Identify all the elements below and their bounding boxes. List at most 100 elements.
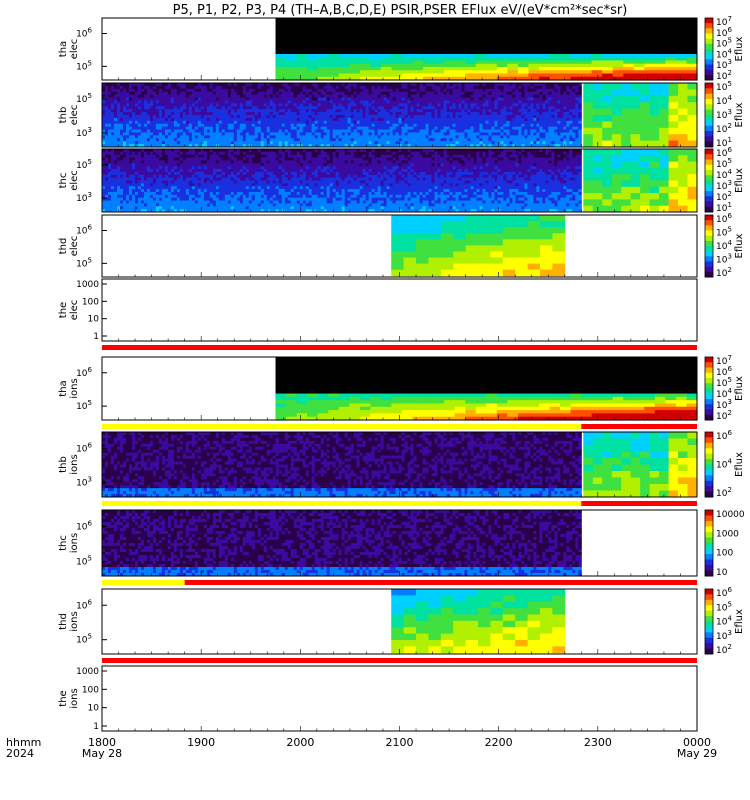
- y-tick-label: 105: [76, 554, 92, 567]
- y-tick-label: 106: [76, 441, 92, 454]
- status-bars: [102, 345, 697, 663]
- panel-ylabel: tha: [58, 380, 69, 396]
- colorbar-tick-label: 101: [716, 201, 732, 214]
- figure-title: P5, P1, P2, P3, P4 (TH–A,B,C,D,E) PSIR,P…: [173, 3, 628, 18]
- colorbar-tick-label: 103: [716, 398, 732, 411]
- colorbar-tick-label: 102: [716, 409, 732, 422]
- panel-frame: [101, 665, 698, 732]
- panel-ylabel: ions: [69, 378, 80, 398]
- y-tick-label: 106: [76, 520, 92, 533]
- colorbar-tick-label: 103: [716, 179, 732, 192]
- status-bar: [102, 658, 697, 663]
- panel-ylabel: tha: [58, 41, 69, 57]
- status-segment: [102, 658, 697, 663]
- panel-ylabel: the: [58, 690, 69, 706]
- x-tick-label: 2000: [286, 736, 314, 749]
- colorbar-label: Eflux: [734, 452, 745, 477]
- colorbar-tick-label: 103: [716, 58, 732, 71]
- panel-ylabel: elec: [69, 236, 80, 257]
- colorbar-tick-label: 1000: [716, 529, 739, 539]
- y-tick-label: 1: [93, 722, 99, 732]
- x-tick-label: 2200: [485, 736, 513, 749]
- colorbar-tick-label: 104: [716, 94, 732, 107]
- colorbar-tick-label: 10000: [716, 510, 745, 520]
- panel-ylabel: ions: [69, 688, 80, 708]
- status-segment: [581, 424, 697, 429]
- colorbar-tick-label: 106: [716, 26, 732, 39]
- colorbar-tick-label: 106: [716, 429, 732, 442]
- colorbar-tick-label: 105: [716, 80, 732, 93]
- y-tick-label: 103: [76, 126, 92, 139]
- panel-frame: [101, 278, 698, 342]
- y-tick-label: 105: [76, 256, 92, 269]
- colorbar-tick-label: 101: [716, 136, 732, 149]
- y-tick-label: 1000: [76, 280, 99, 290]
- y-tick-label: 10: [88, 315, 100, 325]
- colorbar-tick-label: 100: [716, 549, 733, 559]
- x-corner-label: hhmm: [6, 736, 41, 749]
- panel-ylabel: thc: [58, 535, 69, 551]
- panel-ylabel: thb: [58, 456, 69, 473]
- y-tick-label: 105: [76, 158, 92, 171]
- status-segment: [102, 580, 185, 585]
- status-bar: [102, 424, 697, 429]
- panel-the-ions: the ions 1000 100 10 1: [58, 665, 698, 732]
- colorbar-tick-label: 104: [716, 615, 732, 628]
- y-tick-label: 105: [76, 59, 92, 72]
- y-tick-label: 100: [82, 685, 99, 695]
- panel-ylabel: elec: [69, 170, 80, 191]
- x-corner-label: 2024: [6, 747, 34, 760]
- status-bar: [102, 501, 697, 506]
- colorbar-tick-label: 103: [716, 108, 732, 121]
- colorbar-tick-label: 107: [716, 354, 732, 367]
- status-segment: [102, 424, 582, 429]
- colorbar-tick-label: 105: [716, 226, 732, 239]
- colorbar-tick-label: 104: [716, 387, 732, 400]
- status-bar: [102, 345, 697, 350]
- colorbar-label: Eflux: [734, 36, 745, 61]
- colorbar-tick-label: 105: [716, 157, 732, 170]
- colorbar-tick-label: 103: [716, 253, 732, 266]
- colorbar-tick-label: 105: [716, 376, 732, 389]
- status-bar: [102, 580, 697, 585]
- y-tick-label: 105: [76, 92, 92, 105]
- colorbar-label: Eflux: [734, 102, 745, 127]
- panel-ylabel: the: [58, 302, 69, 318]
- colorbar-tick-label: 104: [716, 458, 732, 471]
- x-tick-label: 2300: [584, 736, 612, 749]
- y-tick-label: 106: [76, 27, 92, 40]
- colorbar-tick-label: 107: [716, 15, 732, 28]
- colorbar-label: Eflux: [734, 168, 745, 193]
- x-tick-label: 1900: [187, 736, 215, 749]
- panel-ylabel: elec: [69, 300, 80, 321]
- colorbar-tick-label: 106: [716, 146, 732, 159]
- status-segment: [184, 580, 697, 585]
- colorbar-tick-label: 102: [716, 486, 732, 499]
- panel-ylabel: thd: [58, 613, 69, 630]
- y-tick-label: 105: [76, 633, 92, 646]
- y-tick-label: 106: [76, 366, 92, 379]
- panel-the-elec: the elec 1000 100 10 1: [58, 278, 698, 342]
- panel-ylabel: thd: [58, 238, 69, 255]
- y-tick-label: 10: [88, 704, 100, 714]
- colorbar-tick-label: 102: [716, 69, 732, 82]
- panel-ylabel: thc: [58, 173, 69, 189]
- colorbar-label: Eflux: [734, 609, 745, 634]
- y-tick-label: 106: [76, 598, 92, 611]
- y-tick-label: 103: [76, 476, 92, 489]
- colorbar-tick-label: 103: [716, 629, 732, 642]
- panel-ylabel: thb: [58, 107, 69, 124]
